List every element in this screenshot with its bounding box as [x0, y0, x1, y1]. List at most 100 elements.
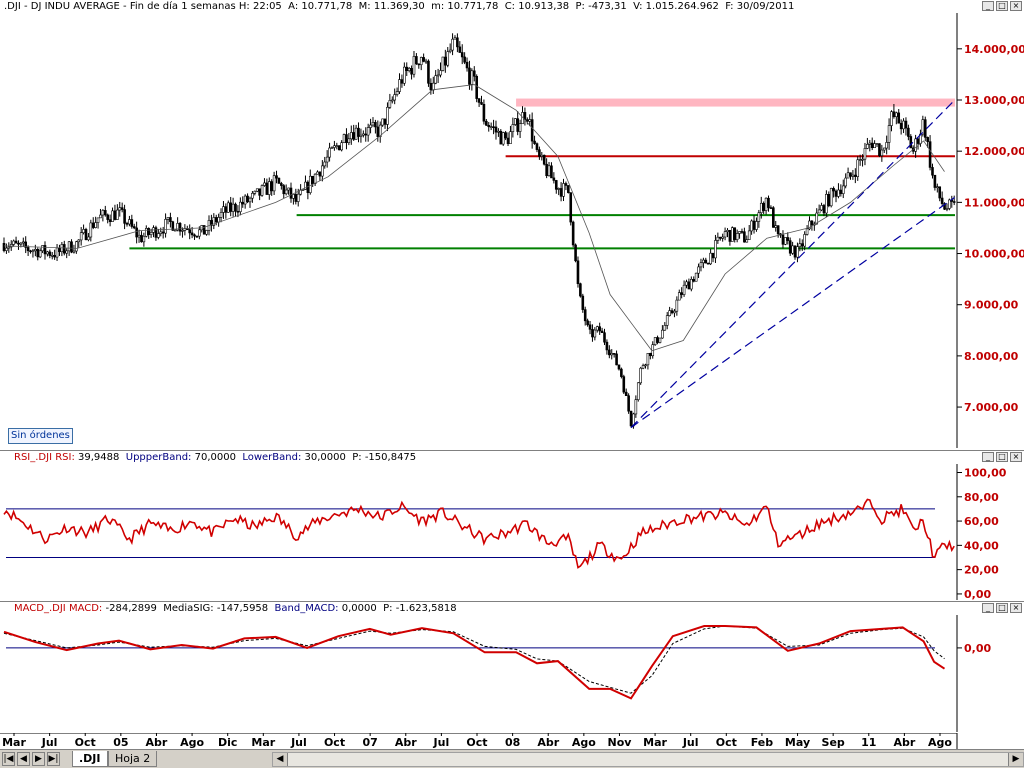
candle-body: [335, 145, 339, 147]
candle-body: [523, 112, 527, 120]
candle-body: [634, 399, 638, 415]
minimize-button[interactable]: _: [982, 1, 994, 11]
candle-body: [412, 56, 416, 75]
candle-body: [248, 197, 252, 203]
candle-body: [846, 172, 850, 179]
candle-body: [234, 203, 237, 212]
tab-hoja-2[interactable]: Hoja 2: [108, 751, 158, 767]
price-y-tick-label: 13.000,00: [964, 94, 1024, 107]
next-sheet-button[interactable]: ▶: [32, 752, 45, 766]
candle-body: [586, 320, 589, 326]
candle-body: [318, 171, 322, 177]
close-button[interactable]: ×: [1010, 1, 1022, 11]
candle-body: [692, 279, 696, 282]
prev-sheet-button[interactable]: ◀: [17, 752, 30, 766]
candle-body: [12, 240, 15, 245]
candle-body: [472, 70, 476, 77]
candle-body: [364, 133, 368, 136]
time-tick-label: Jul: [433, 736, 450, 749]
candle-body: [120, 207, 124, 210]
candle-body: [880, 149, 884, 157]
candle-body: [345, 134, 348, 143]
candle-body: [82, 229, 85, 233]
rsi-close-button[interactable]: ×: [1010, 452, 1022, 462]
candle-body: [622, 376, 626, 393]
macd-close-button[interactable]: ×: [1010, 603, 1022, 613]
candle-body: [687, 281, 691, 290]
candle-body: [347, 138, 351, 143]
candle-body: [202, 225, 206, 235]
resistance-zone-band: [516, 98, 955, 107]
candle-body: [99, 214, 102, 219]
candle-body: [292, 194, 295, 199]
candle-body: [711, 252, 715, 259]
candle-body: [260, 185, 264, 196]
candle-body: [943, 203, 946, 210]
candle-body: [58, 247, 61, 253]
rsi-pane-header: RSI_.DJI RSI: 39,9488 UppperBand: 70,000…: [0, 451, 1024, 464]
candle-body: [352, 132, 355, 140]
rsi-maximize-button[interactable]: □: [996, 452, 1008, 462]
pane-separator[interactable]: [0, 450, 1024, 451]
macd-minimize-button[interactable]: _: [982, 603, 994, 613]
tab-dji[interactable]: .DJI: [72, 751, 108, 767]
candle-body: [827, 194, 831, 207]
scroll-right-icon[interactable]: ▶: [1008, 753, 1023, 766]
candle-body: [583, 309, 587, 322]
candle-body: [31, 250, 35, 253]
candle-body: [330, 147, 334, 149]
macd-maximize-button[interactable]: □: [996, 603, 1008, 613]
v-value: 1.015.264.962: [645, 1, 719, 12]
candle-body: [699, 262, 703, 268]
candle-body: [677, 292, 681, 301]
first-sheet-button[interactable]: |◀: [2, 752, 15, 766]
candle-body: [210, 220, 213, 226]
candle-body: [540, 154, 544, 157]
last-sheet-button[interactable]: ▶|: [47, 752, 60, 766]
trend-line-1: [630, 99, 955, 428]
price-y-tick-label: 12.000,00: [964, 145, 1024, 158]
orders-button[interactable]: Sin órdenes: [8, 428, 73, 444]
candle-body: [680, 292, 683, 295]
candle-body: [328, 147, 331, 158]
horizontal-scrollbar[interactable]: ◀ ▶: [272, 752, 1024, 767]
candle-body: [470, 70, 474, 85]
candle-body: [762, 202, 765, 211]
candle-body: [629, 410, 633, 427]
candle-body: [41, 245, 44, 252]
candle-body: [579, 283, 582, 297]
candle-body: [415, 56, 418, 65]
candle-body: [439, 70, 442, 76]
candle-body: [803, 234, 806, 247]
candle-body: [171, 221, 175, 231]
candle-body: [781, 234, 785, 245]
maximize-button[interactable]: □: [996, 1, 1008, 11]
rsi-line: [3, 498, 955, 569]
scroll-left-icon[interactable]: ◀: [273, 753, 288, 766]
candle-body: [868, 142, 872, 145]
candle-body: [931, 167, 934, 176]
pane-separator[interactable]: [0, 601, 1024, 602]
candle-body: [668, 310, 671, 316]
rsi-minimize-button[interactable]: _: [982, 452, 994, 462]
candle-body: [465, 61, 469, 69]
candle-body: [231, 203, 235, 212]
candle-body: [769, 207, 773, 209]
candle-body: [733, 227, 737, 240]
candle-body: [820, 205, 823, 211]
candle-body: [718, 236, 722, 239]
candle-body: [417, 63, 421, 66]
candle-body: [610, 353, 614, 356]
candle-body: [829, 188, 833, 207]
candle-body: [892, 111, 896, 118]
candle-body: [434, 75, 437, 84]
price-chart: 14.000,00 13.000,00 12.000,00 11.000,00 10.0…: [2, 13, 1024, 448]
candle-body: [371, 122, 375, 126]
candle-body: [940, 197, 944, 204]
candle-body: [21, 241, 25, 244]
candle-body: [441, 56, 445, 71]
candle-body: [714, 240, 717, 259]
rsi-y-tick-label: 80,00: [964, 491, 999, 504]
candle-body: [125, 223, 129, 225]
candle-body: [323, 161, 327, 167]
